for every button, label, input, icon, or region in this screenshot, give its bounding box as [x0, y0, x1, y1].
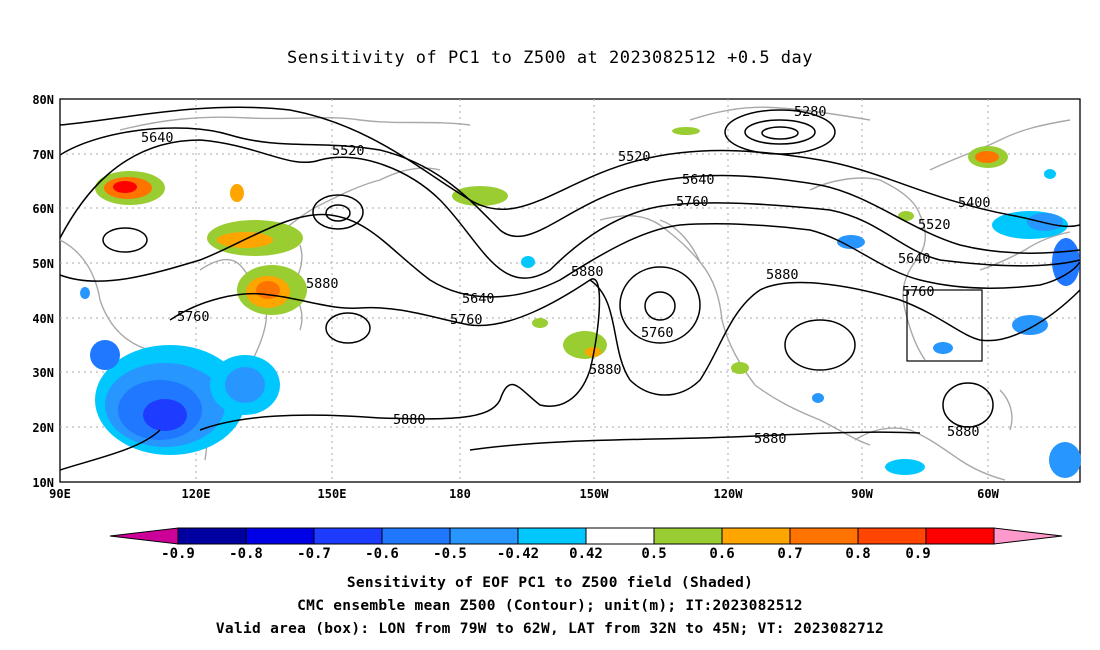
colorbar-swatch	[313, 527, 383, 545]
lon-tick: 120W	[714, 487, 744, 501]
contour-label: 5880	[571, 264, 604, 280]
contour-label: 5640	[462, 291, 495, 307]
contour-label: 5760	[676, 194, 709, 210]
colorbar-arrow-right	[993, 527, 1063, 545]
colorbar-swatch	[857, 527, 927, 545]
lon-tick: 120E	[182, 487, 211, 501]
colorbar	[109, 527, 1063, 545]
colorbar-swatch	[721, 527, 791, 545]
lat-tick: 40N	[32, 312, 54, 326]
contour-label: 5520	[618, 149, 651, 165]
shaded-negative	[80, 169, 1081, 478]
contour-label: 5880	[306, 276, 339, 292]
z500-contours	[59, 106, 1081, 471]
colorbar-labels: -0.9 -0.8 -0.7 -0.6 -0.5 -0.42 0.42 0.5 …	[161, 546, 931, 562]
colorbar-label: 0.42	[569, 546, 603, 562]
plot-title: Sensitivity of PC1 to Z500 at 2023082512…	[286, 48, 813, 68]
contour-label: 5640	[682, 172, 715, 188]
lat-axis: 80N 70N 60N 50N 40N 30N 20N 10N	[32, 93, 54, 490]
colorbar-label: 0.5	[641, 546, 666, 562]
colorbar-swatch	[517, 527, 587, 545]
lat-tick: 30N	[32, 366, 54, 380]
lat-tick: 10N	[32, 476, 54, 490]
colorbar-label: -0.9	[161, 546, 195, 562]
footer-line-3: Valid area (box): LON from 79W to 62W, L…	[215, 621, 885, 637]
lat-tick: 20N	[32, 421, 54, 435]
contour-label: 5520	[332, 143, 365, 159]
footer-line-2: CMC ensemble mean Z500 (Contour); unit(m…	[297, 598, 803, 614]
lat-tick: 50N	[32, 257, 54, 271]
valid-area-box	[906, 289, 983, 362]
contour-label: 5880	[947, 424, 980, 440]
contour-label: 5760	[450, 312, 483, 328]
colorbar-label: 0.8	[845, 546, 870, 562]
colorbar-label: -0.5	[433, 546, 467, 562]
contour-label: 5880	[393, 412, 426, 428]
colorbar-swatch	[449, 527, 519, 545]
lon-axis: 90E 120E 150E 180 150W 120W 90W 60W	[49, 487, 999, 501]
contour-label: 5760	[177, 309, 210, 325]
lon-tick: 180	[449, 487, 471, 501]
contour-label: 5520	[918, 217, 951, 233]
lon-tick: 60W	[977, 487, 999, 501]
colorbar-swatch	[585, 527, 655, 545]
contour-label: 5640	[141, 130, 174, 146]
colorbar-label: -0.6	[365, 546, 399, 562]
colorbar-swatch	[925, 527, 995, 545]
contour-label: 5760	[902, 284, 935, 300]
contour-label: 5760	[641, 325, 674, 341]
lon-tick: 150E	[318, 487, 347, 501]
colorbar-swatch	[653, 527, 723, 545]
lon-tick: 150W	[580, 487, 610, 501]
contour-label: 5400	[958, 195, 991, 211]
contour-label: 5280	[794, 104, 827, 120]
colorbar-label: 0.9	[905, 546, 930, 562]
lat-tick: 60N	[32, 202, 54, 216]
contour-label: 5640	[898, 251, 931, 267]
lat-tick: 70N	[32, 148, 54, 162]
colorbar-swatch	[381, 527, 451, 545]
colorbar-swatch	[789, 527, 859, 545]
colorbar-label: -0.7	[297, 546, 331, 562]
colorbar-label: 0.6	[709, 546, 734, 562]
contour-label: 5880	[754, 431, 787, 447]
contour-labels: 5280 5400 5520 5520 5520 5640 5640 5640 …	[141, 104, 991, 447]
colorbar-label: -0.42	[497, 546, 539, 562]
colorbar-swatch	[245, 527, 315, 545]
colorbar-label: -0.8	[229, 546, 263, 562]
colorbar-label: 0.7	[777, 546, 802, 562]
contour-label: 5880	[766, 267, 799, 283]
lon-tick: 90W	[851, 487, 873, 501]
contour-label: 5880	[589, 362, 622, 378]
lon-tick: 90E	[49, 487, 71, 501]
colorbar-arrow-left	[109, 527, 179, 545]
lat-tick: 80N	[32, 93, 54, 107]
footer-line-1: Sensitivity of EOF PC1 to Z500 field (Sh…	[346, 575, 754, 591]
colorbar-swatch	[177, 527, 247, 545]
